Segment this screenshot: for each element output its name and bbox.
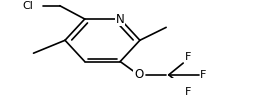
- Text: F: F: [185, 87, 191, 97]
- Text: F: F: [200, 70, 207, 80]
- Text: O: O: [134, 68, 143, 81]
- Text: Cl: Cl: [23, 1, 34, 11]
- Text: F: F: [185, 52, 191, 62]
- Text: N: N: [116, 13, 125, 25]
